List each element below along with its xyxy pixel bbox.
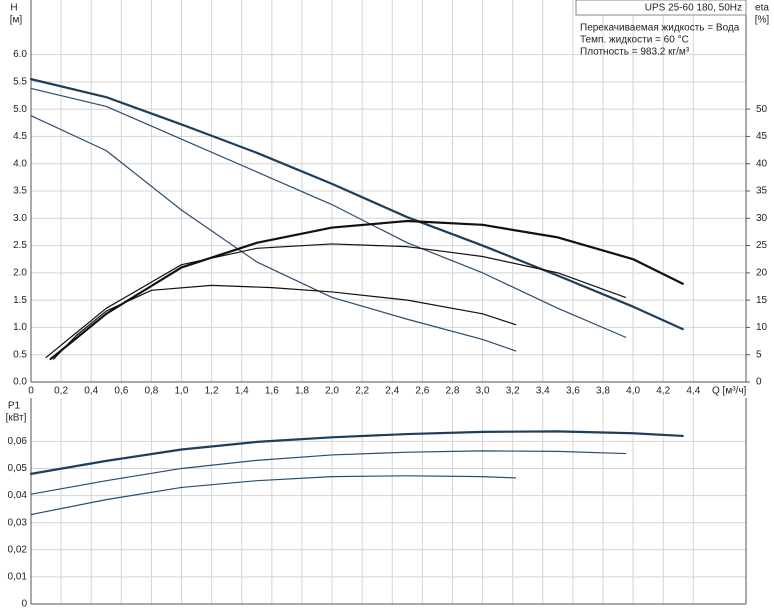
x-tick-label: 3,0 [476, 386, 490, 397]
x-tick-label: 3,6 [566, 386, 580, 397]
y2-tick-label: 15 [756, 295, 768, 306]
y-tick-label: 0,05 [8, 463, 28, 474]
y2-tick-label: 50 [756, 104, 768, 115]
head-panel: 0 0,2 0,4 0,6 0,8 1,0 1,2 1,4 1,6 1,8 2,0 2,2 2,4 2,6… [10, 0, 770, 397]
y-tick-label: 5.5 [13, 76, 27, 87]
x-tick-label: 3,8 [596, 386, 610, 397]
info-text: Перекачиваемая жидкость = Вода [580, 23, 740, 34]
x-tick-label: 1,4 [235, 386, 249, 397]
x-tick-label: 0 [28, 386, 34, 397]
x-tick-label: 2,2 [355, 386, 369, 397]
x-tick-label: 4,2 [656, 386, 670, 397]
x-tick-label: 2,8 [446, 386, 460, 397]
y-tick-label: 0 [21, 599, 27, 610]
y-tick-label: 2.0 [13, 267, 27, 278]
y-tick-label: 5.0 [13, 104, 27, 115]
curve [45, 243, 627, 359]
y-tick-label: 0.0 [13, 377, 27, 388]
y-tick-label: 3.0 [13, 213, 27, 224]
y-tick-label: 2.5 [13, 240, 27, 251]
y-tick-label: 1.5 [13, 295, 27, 306]
curve [30, 87, 627, 338]
curve [30, 475, 517, 516]
y2-tick-label: 25 [756, 240, 768, 251]
x-tick-label: 0,2 [54, 386, 68, 397]
info-text: UPS 25-60 180, 50Hz [645, 3, 742, 14]
y-tick-label: 0,06 [8, 436, 28, 447]
y-axis-unit: [кВт] [6, 413, 27, 424]
curve [49, 219, 684, 361]
y2-tick-label: 35 [756, 186, 768, 197]
x-tick-label: 4,4 [686, 386, 700, 397]
info-box [575, 0, 747, 16]
y-tick-label: 0.5 [13, 349, 27, 360]
y2-tick-label: 20 [756, 267, 768, 278]
power-panel: 0 0,01 0,02 0,03 0,04 0,05 0,06 P1[кВт] [6, 398, 747, 610]
x-tick-label: 3,4 [536, 386, 550, 397]
x-tick-label: 1,0 [175, 386, 189, 397]
x-tick-label: 2,4 [385, 386, 399, 397]
y2-tick-label: 45 [756, 131, 768, 142]
y-tick-label: 4.0 [13, 158, 27, 169]
x-tick-label: 3,2 [506, 386, 520, 397]
x-tick-label: 1,2 [205, 386, 219, 397]
y2-axis-label: eta [755, 3, 769, 14]
y-axis-unit: [м] [10, 15, 23, 26]
x-tick-label: 0,6 [114, 386, 128, 397]
y2-tick-label: 10 [756, 322, 768, 333]
y2-tick-label: 5 [756, 349, 762, 360]
curve [30, 450, 627, 495]
x-axis-label: Q [м³/ч] [712, 386, 747, 397]
curve [30, 115, 517, 352]
y-tick-label: 4.5 [13, 131, 27, 142]
y-tick-label: 1.0 [13, 322, 27, 333]
x-tick-label: 1,6 [265, 386, 279, 397]
y-tick-label: 6.0 [13, 49, 27, 60]
info-text: Темп. жидкости = 60 °C [580, 35, 689, 46]
x-tick-label: 0,8 [144, 386, 158, 397]
y2-tick-label: 30 [756, 213, 768, 224]
curve [29, 78, 684, 331]
y-tick-label: 0,01 [8, 572, 28, 583]
y-tick-label: 3.5 [13, 186, 27, 197]
y2-tick-label: 40 [756, 158, 768, 169]
x-tick-label: 4,0 [626, 386, 640, 397]
y-tick-label: 0,03 [8, 517, 28, 528]
curve [29, 430, 684, 475]
curve [52, 284, 517, 360]
x-tick-label: 2,0 [325, 386, 339, 397]
x-tick-label: 1,8 [295, 386, 309, 397]
y2-tick-label: 0 [756, 377, 762, 388]
info-text: Плотность = 983.2 кг/м³ [580, 47, 690, 58]
y2-axis-unit: [%] [755, 15, 770, 26]
y-tick-label: 0,04 [8, 490, 28, 501]
y-axis-label: H [10, 3, 17, 14]
y-tick-label: 0,02 [8, 544, 28, 555]
y-axis-label: P1 [8, 401, 21, 412]
x-tick-label: 0,4 [84, 386, 98, 397]
x-tick-label: 2,6 [415, 386, 429, 397]
